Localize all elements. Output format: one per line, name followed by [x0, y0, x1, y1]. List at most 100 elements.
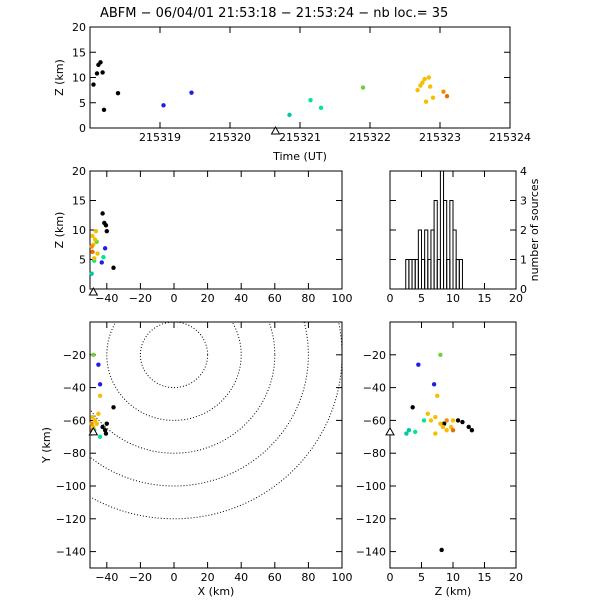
x-tick-label: 40: [234, 571, 248, 584]
source-point: [94, 71, 100, 76]
source-point: [422, 76, 427, 82]
x-tick-label: 60: [268, 292, 282, 305]
x-tick-label: 80: [301, 571, 315, 584]
y-tick-label: 5: [79, 254, 86, 267]
range-ring: [106, 322, 242, 421]
x-axis-label: X (km): [198, 585, 235, 598]
source-point: [96, 362, 101, 367]
source-point: [91, 352, 96, 357]
y-tick-label: 5: [79, 97, 86, 110]
source-point: [89, 421, 94, 426]
x-tick-label: 0: [387, 571, 394, 584]
x-tick-label: 215322: [349, 131, 391, 144]
source-point: [444, 418, 449, 423]
y-tick-label: −100: [356, 480, 386, 493]
x-tick-label: −40: [95, 292, 118, 305]
source-point: [438, 352, 443, 357]
source-point: [431, 382, 437, 387]
station-marker: [88, 286, 99, 296]
histogram-bar: [458, 259, 463, 290]
x-tick-label: 0: [171, 292, 178, 305]
source-point: [406, 428, 412, 433]
source-point: [426, 75, 431, 80]
x-tick-label: 20: [509, 571, 523, 584]
source-point: [94, 421, 99, 426]
y-tick-label: −40: [363, 382, 386, 395]
source-point: [450, 418, 456, 423]
source-point: [460, 419, 465, 425]
range-ring: [90, 322, 276, 454]
source-point: [423, 99, 429, 104]
y-tick-label: −60: [63, 414, 86, 427]
x-tick-label: 5: [418, 292, 425, 305]
source-point: [428, 84, 433, 89]
y-axis-label: Z (km): [53, 59, 66, 96]
source-point: [99, 260, 104, 265]
y-tick-label: −120: [356, 513, 386, 526]
y-tick-label: −80: [363, 447, 386, 460]
source-point: [438, 421, 443, 426]
source-point: [104, 228, 110, 234]
source-point: [444, 93, 450, 99]
time-height-panel: 215319 215320 215321 215322 215323 215324 0 5 10…: [53, 21, 531, 163]
source-point: [428, 418, 434, 423]
source-point: [95, 251, 100, 256]
source-point: [96, 411, 101, 417]
y-tick-label: 0: [79, 122, 86, 135]
source-point: [416, 362, 421, 367]
source-point: [98, 60, 103, 65]
y-tick-label: 15: [72, 46, 86, 59]
x-tick-label: 215323: [419, 131, 461, 144]
x-tick-label: 10: [446, 571, 460, 584]
y-tick-label: 4: [520, 165, 527, 178]
y-tick-label: −140: [56, 546, 86, 559]
y-axis-label: number of sources: [528, 178, 541, 281]
x-tick-label: −20: [129, 292, 152, 305]
y-tick-label: 10: [72, 224, 86, 237]
source-point: [97, 434, 103, 439]
station-marker: [270, 126, 281, 135]
source-point: [189, 90, 194, 95]
source-point: [425, 411, 430, 417]
x-tick-label: 215319: [139, 131, 181, 144]
panels: 215319 215320 215321 215322 215323 2153240510…: [40, 21, 541, 598]
source-point: [91, 82, 96, 87]
range-ring: [90, 322, 309, 487]
y-tick-label: −140: [356, 546, 386, 559]
x-height-axes-frame: [89, 170, 343, 290]
y-tick-label: 1: [520, 254, 527, 267]
source-point: [92, 418, 98, 423]
x-tick-label: −20: [129, 571, 152, 584]
x-tick-label: 20: [201, 292, 215, 305]
source-point: [450, 428, 456, 433]
station-marker: [88, 426, 99, 436]
source-point: [440, 424, 446, 430]
y-tick-label: −20: [63, 349, 86, 362]
y-tick-label: 0: [79, 283, 86, 296]
station-marker: [385, 426, 395, 436]
x-tick-label: 60: [268, 571, 282, 584]
source-point: [444, 428, 449, 433]
source-point: [308, 98, 313, 103]
source-point: [421, 418, 427, 423]
x-tick-label: 80: [301, 292, 315, 305]
source-point: [441, 89, 446, 94]
x-tick-label: 10: [446, 292, 460, 305]
source-point: [103, 431, 109, 436]
plan-view-axes-frame: [89, 321, 343, 569]
height-y-view-panel: 0 5 10 15 20 −140 −120 −100 −80 −60 −40 −20 Z (km): [356, 321, 523, 598]
source-point: [93, 228, 99, 234]
time-height-axes-frame: [89, 26, 511, 129]
figure-title: ABFM − 06/04/01 21:53:18 − 21:53:24 − nb…: [100, 6, 448, 21]
y-tick-label: 3: [520, 195, 527, 208]
x-tick-label: 215320: [209, 131, 251, 144]
source-point: [115, 90, 121, 96]
y-tick-label: −60: [363, 414, 386, 427]
source-point: [104, 421, 110, 426]
x-tick-label: 15: [478, 292, 492, 305]
x-tick-label: 100: [332, 292, 353, 305]
source-point: [89, 244, 94, 249]
x-tick-label: 15: [478, 571, 492, 584]
source-point: [100, 70, 105, 75]
y-tick-label: 20: [72, 165, 86, 178]
